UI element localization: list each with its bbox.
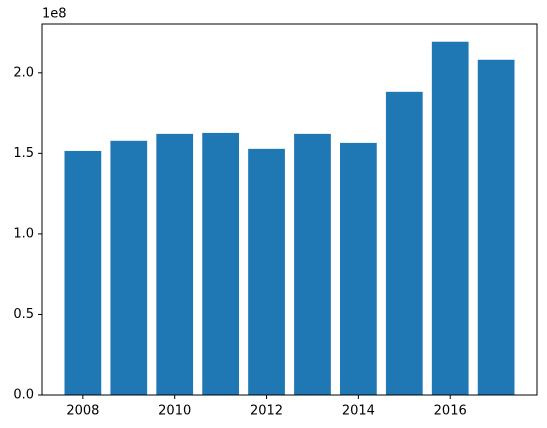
y-tick-label: 1.0: [13, 226, 34, 241]
bar: [385, 91, 423, 395]
x-tick-label: 2008: [66, 404, 99, 419]
bar: [202, 132, 239, 395]
y-tick-label: 2.0: [13, 65, 34, 80]
x-tick-label: 2016: [434, 404, 467, 419]
bar: [248, 148, 285, 395]
x-tick-label: 2012: [250, 404, 283, 419]
bar: [156, 133, 194, 395]
bar: [477, 59, 515, 396]
x-tick-label: 2014: [342, 404, 375, 419]
bar: [294, 133, 331, 395]
x-tick-label: 2010: [158, 404, 191, 419]
y-offset-label: 1e8: [42, 7, 67, 22]
y-tick-label: 0.0: [13, 388, 34, 403]
bar: [340, 142, 377, 395]
bar: [64, 150, 102, 395]
y-tick-label: 0.5: [13, 307, 34, 322]
bar: [431, 41, 469, 395]
bar: [110, 140, 148, 395]
y-tick-label: 1.5: [13, 146, 34, 161]
plot-frame: [41, 23, 538, 396]
